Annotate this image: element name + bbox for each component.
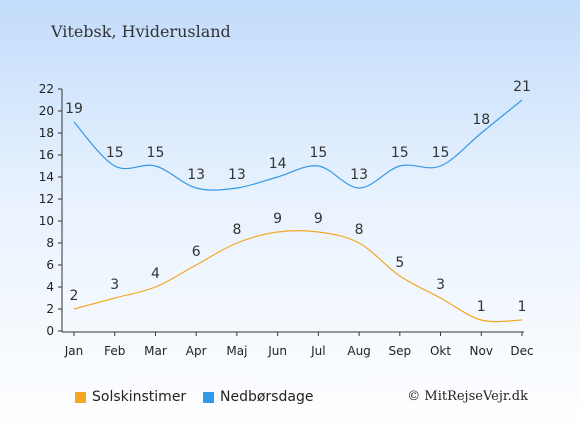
data-label-sunshine: 9 <box>273 211 282 227</box>
y-tick-label: 10 <box>39 214 54 228</box>
y-tick-label: 22 <box>39 82 54 96</box>
x-tick-label: Maj <box>226 344 247 358</box>
data-label-precipitation: 15 <box>147 145 165 161</box>
y-tick-label: 18 <box>39 126 54 140</box>
x-tick-label: Apr <box>186 344 207 358</box>
series-line-precipitation <box>73 99 523 191</box>
y-tick-label: 0 <box>46 324 54 338</box>
data-label-precipitation: 21 <box>513 79 531 95</box>
data-label-precipitation: 13 <box>228 167 246 183</box>
x-tick-label: Nov <box>470 344 493 358</box>
legend-swatch-precipitation <box>203 391 214 403</box>
data-label-sunshine: 8 <box>355 222 364 238</box>
legend-item-precipitation: Nedbørsdage <box>203 389 313 405</box>
x-tick-label: Dec <box>510 344 533 358</box>
data-label-sunshine: 3 <box>110 277 119 293</box>
legend-swatch-sunshine <box>75 391 86 403</box>
data-label-sunshine: 1 <box>518 299 527 315</box>
y-tick-label: 16 <box>39 148 54 162</box>
y-tick-label: 2 <box>46 302 54 316</box>
x-tick-label: Mar <box>144 344 167 358</box>
legend-label-precipitation: Nedbørsdage <box>220 389 314 405</box>
series-line-sunshine <box>73 230 523 323</box>
data-label-precipitation: 15 <box>309 145 327 161</box>
data-label-precipitation: 14 <box>269 156 287 172</box>
x-tick-label: Jan <box>64 344 84 358</box>
data-label-precipitation: 15 <box>106 145 124 161</box>
y-tick-label: 4 <box>46 280 54 294</box>
data-label-precipitation: 15 <box>391 145 409 161</box>
y-tick-label: 8 <box>46 236 54 250</box>
x-tick-label: Feb <box>104 344 125 358</box>
copyright-text: © MitRejseVejr.dk <box>407 389 528 404</box>
data-label-precipitation: 13 <box>350 167 368 183</box>
data-label-precipitation: 15 <box>432 145 450 161</box>
legend-label-sunshine: Solskinstimer <box>92 389 187 405</box>
data-label-sunshine: 9 <box>314 211 323 227</box>
data-label-sunshine: 5 <box>395 255 404 271</box>
data-label-sunshine: 2 <box>70 288 79 304</box>
legend-item-sunshine: Solskinstimer <box>75 389 186 405</box>
x-tick-label: Aug <box>347 344 370 358</box>
data-label-precipitation: 13 <box>187 167 205 183</box>
chart-title: Vitebsk, Hviderusland <box>51 22 231 41</box>
x-tick-label: Jul <box>310 344 325 358</box>
data-label-sunshine: 6 <box>192 244 201 260</box>
x-tick-label: Sep <box>389 344 412 358</box>
y-tick-label: 14 <box>39 170 54 184</box>
y-tick-label: 12 <box>39 192 54 206</box>
data-label-sunshine: 4 <box>151 266 160 282</box>
data-label-sunshine: 8 <box>232 222 241 238</box>
data-label-precipitation: 19 <box>65 101 83 117</box>
data-label-precipitation: 18 <box>472 112 490 128</box>
data-label-sunshine: 1 <box>477 299 486 315</box>
y-tick-label: 6 <box>46 258 54 272</box>
y-tick-label: 20 <box>39 104 54 118</box>
x-tick-label: Okt <box>430 344 451 358</box>
data-label-sunshine: 3 <box>436 277 445 293</box>
x-tick-label: Jun <box>267 344 287 358</box>
